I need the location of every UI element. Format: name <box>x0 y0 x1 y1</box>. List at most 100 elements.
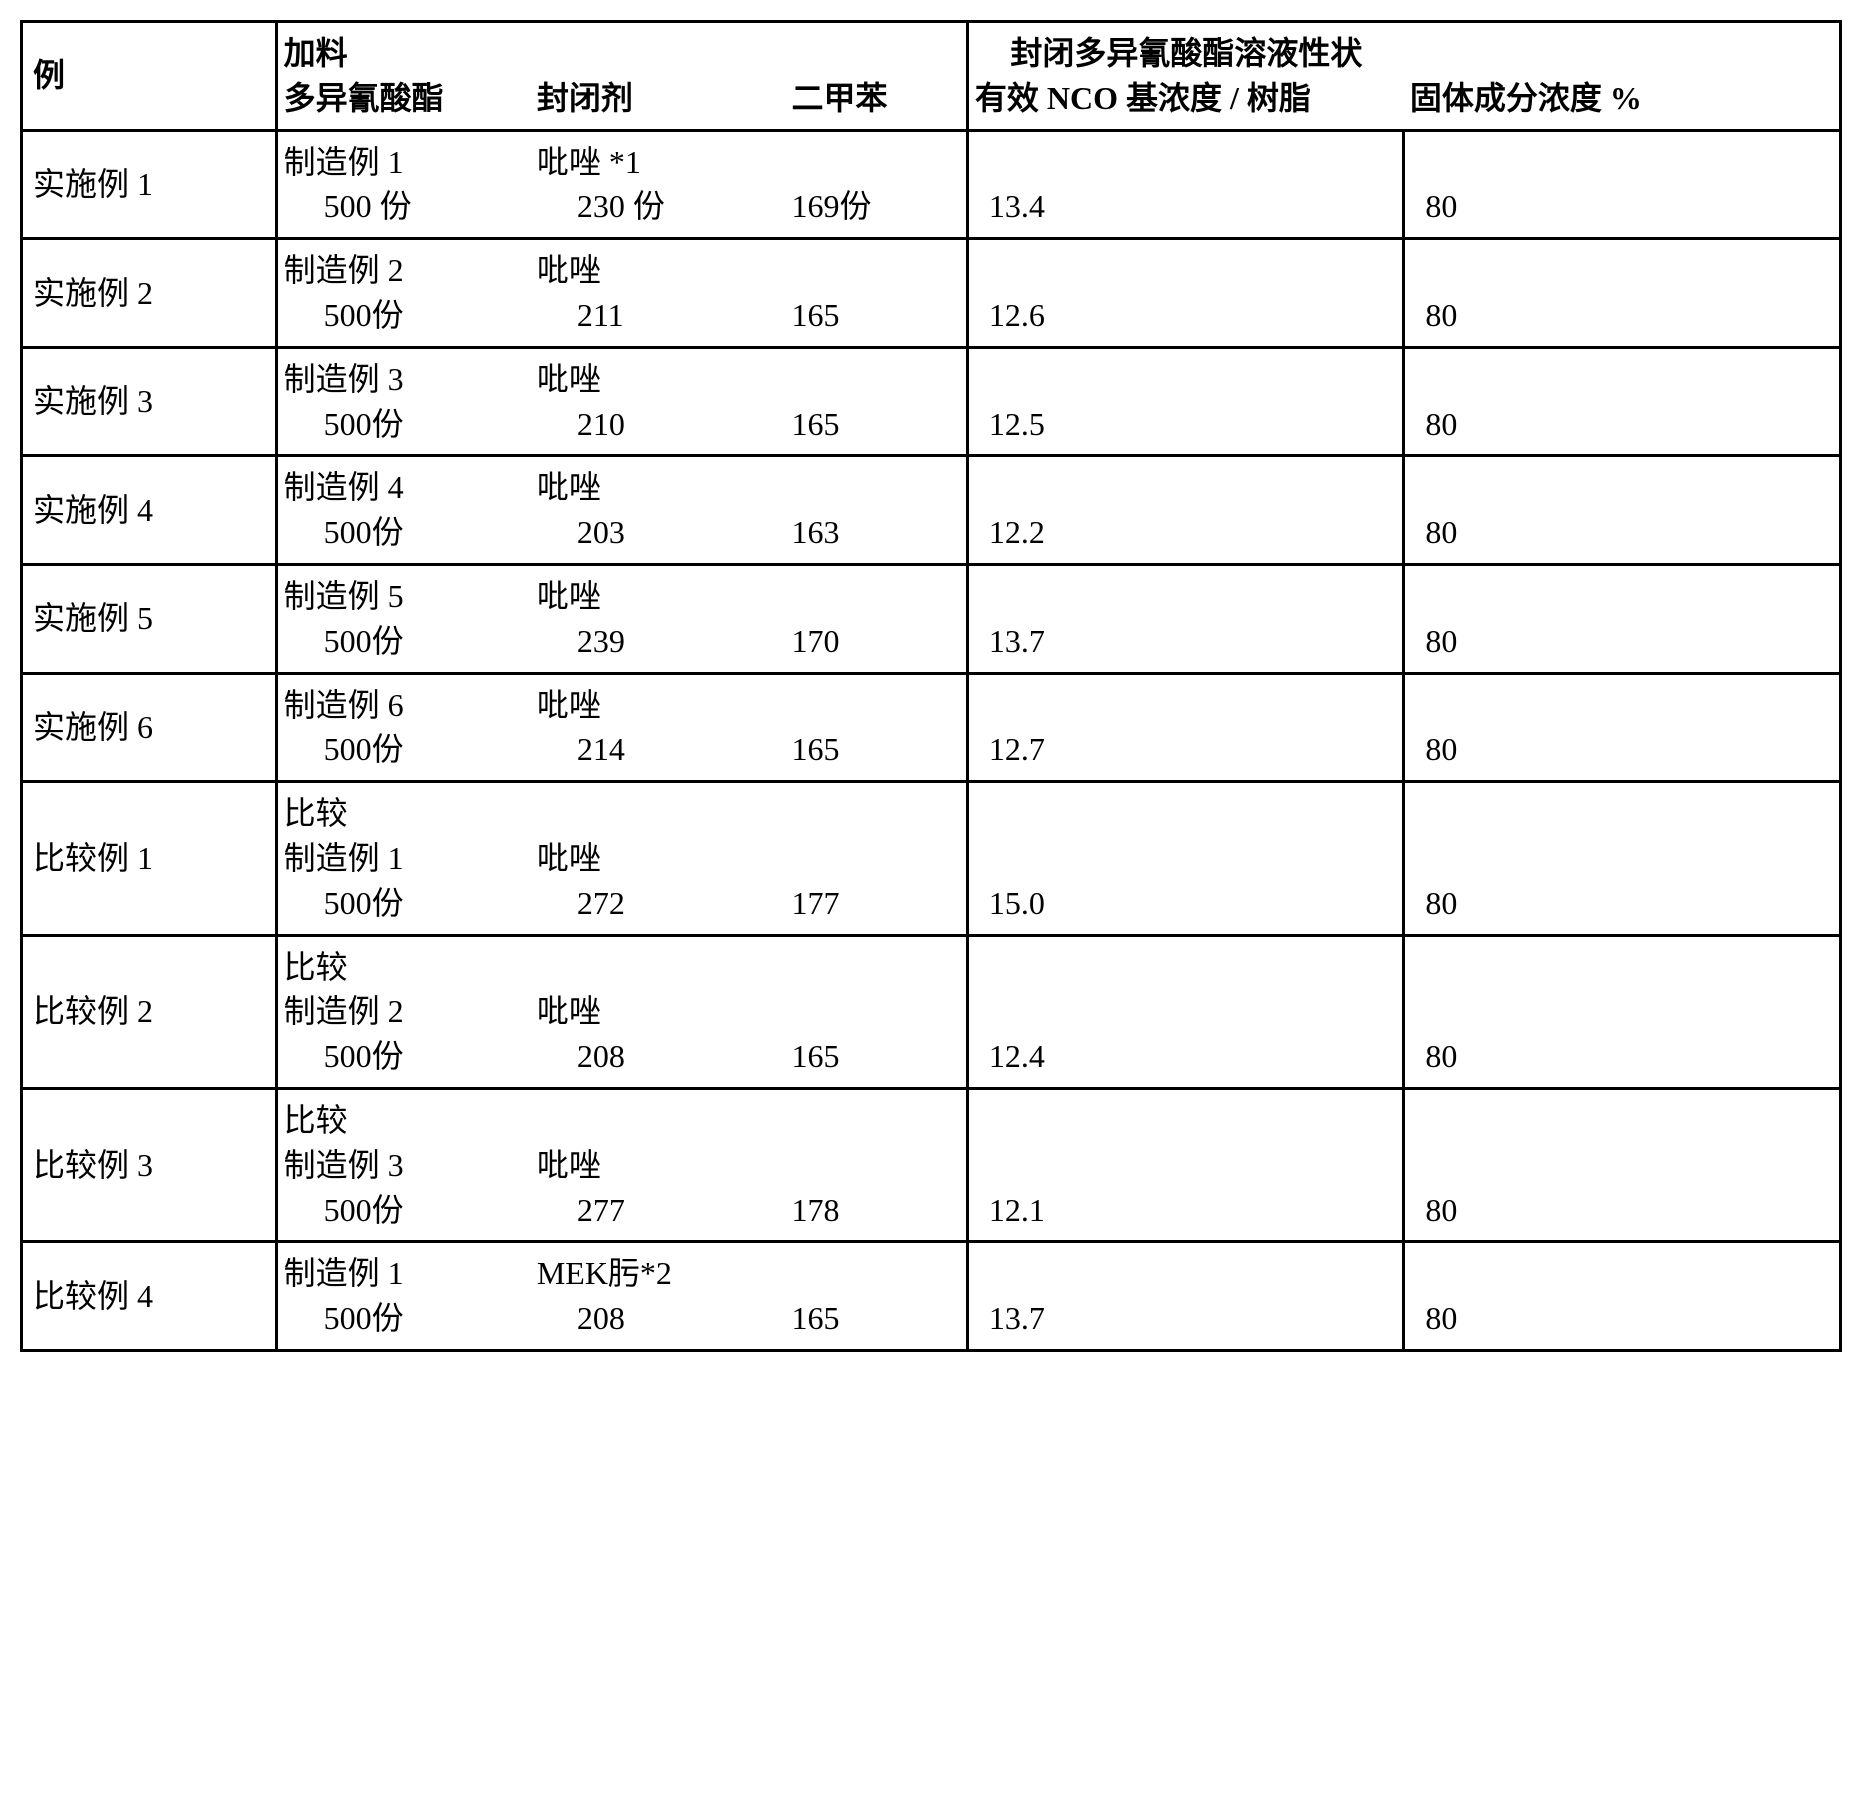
xylene-l1 <box>791 683 959 728</box>
cell-poly: 制造例 6500份 <box>276 673 531 782</box>
hdr-feed-poly: 加料 多异氰酸酯 <box>276 22 531 131</box>
xylene-l2: 165 <box>791 402 959 447</box>
cell-example: 比较例 3 <box>22 1088 277 1241</box>
hdr-example-label: 例 <box>33 57 65 93</box>
data-table: 例 加料 多异氰酸酯 封闭剂 二甲苯 封闭多异氰酸酯溶液性状 有效 NCO 基浓… <box>20 20 1842 1352</box>
cell-solid: 80 <box>1404 1242 1841 1351</box>
cell-example: 实施例 4 <box>22 456 277 565</box>
solid-value: 80 <box>1425 514 1457 550</box>
nco-value: 12.1 <box>989 1192 1045 1228</box>
cell-xylene: 178 <box>785 1088 967 1241</box>
xylene-l1 <box>791 465 959 510</box>
cell-solid: 80 <box>1404 673 1841 782</box>
cell-nco: 12.5 <box>967 347 1404 456</box>
xylene-l2: 165 <box>791 727 959 772</box>
cell-nco: 13.7 <box>967 1242 1404 1351</box>
cell-block: 吡唑211 <box>531 239 786 348</box>
poly-l1: 比较 <box>284 945 525 990</box>
table-row: 实施例 1制造例 1500 份吡唑 *1230 份 169份13.480 <box>22 130 1841 239</box>
cell-block: 吡唑214 <box>531 673 786 782</box>
cell-block: 吡唑239 <box>531 564 786 673</box>
example-label: 实施例 4 <box>33 492 153 528</box>
table-row: 实施例 3制造例 3500份吡唑210 16512.580 <box>22 347 1841 456</box>
table-row: 实施例 2 制造例 2500份吡唑211 165 12.6 80 <box>22 239 1841 348</box>
poly-l1: 制造例 2 <box>284 248 525 293</box>
poly-l2: 500份 <box>284 510 525 555</box>
hdr-example: 例 <box>22 22 277 131</box>
xylene-l2: 163 <box>791 510 959 555</box>
xylene-l1 <box>791 140 959 185</box>
xylene-l2: 165 <box>791 1034 959 1079</box>
table-row: 比较例 2比较制造例 2500份 吡唑208 16512.480 <box>22 935 1841 1088</box>
cell-poly: 制造例 2500份 <box>276 239 531 348</box>
block-l2: 208 <box>537 1034 780 1079</box>
hdr-props-group-label: 封闭多异氰酸酯溶液性状 <box>975 31 1398 76</box>
example-label: 实施例 2 <box>33 275 153 311</box>
poly-l2: 500份 <box>284 1188 525 1233</box>
xylene-l1 <box>791 836 959 881</box>
cell-example: 比较例 1 <box>22 782 277 935</box>
cell-block: 吡唑210 <box>531 347 786 456</box>
nco-value: 12.2 <box>989 514 1045 550</box>
poly-l2: 500 份 <box>284 184 525 229</box>
cell-block: 吡唑203 <box>531 456 786 565</box>
cell-example: 实施例 3 <box>22 347 277 456</box>
cell-block: 吡唑277 <box>531 1088 786 1241</box>
solid-value: 80 <box>1425 297 1457 333</box>
cell-solid: 80 <box>1404 935 1841 1088</box>
poly-l2: 500份 <box>284 1296 525 1341</box>
solid-value: 80 <box>1425 188 1457 224</box>
hdr-xylene: 二甲苯 <box>785 22 967 131</box>
cell-xylene: 165 <box>785 347 967 456</box>
cell-poly: 制造例 1500份 <box>276 1242 531 1351</box>
cell-xylene: 163 <box>785 456 967 565</box>
example-label: 比较例 2 <box>33 993 153 1029</box>
hdr-solid-label: 固体成分浓度 % <box>1410 76 1833 121</box>
cell-xylene: 165 <box>785 239 967 348</box>
nco-value: 12.6 <box>989 297 1045 333</box>
cell-example: 比较例 4 <box>22 1242 277 1351</box>
block-l1: 吡唑 <box>537 989 780 1034</box>
hdr-block: 封闭剂 <box>531 22 786 131</box>
table-row: 比较例 4制造例 1500份MEK肟*2208 16513.780 <box>22 1242 1841 1351</box>
hdr-feed-group-label: 加料 <box>284 31 525 76</box>
cell-nco: 12.2 <box>967 456 1404 565</box>
block-l2: 214 <box>537 727 780 772</box>
poly-l2: 500份 <box>284 1034 525 1079</box>
cell-block: 吡唑272 <box>531 782 786 935</box>
xylene-l2: 170 <box>791 619 959 664</box>
table-row: 比较例 3比较制造例 3500份 吡唑277 17812.180 <box>22 1088 1841 1241</box>
xylene-l1 <box>791 989 959 1034</box>
example-label: 实施例 3 <box>33 383 153 419</box>
poly-l1: 制造例 5 <box>284 574 525 619</box>
table-row: 实施例 4 制造例 4500份吡唑203 163 12.2 80 <box>22 456 1841 565</box>
cell-solid: 80 <box>1404 1088 1841 1241</box>
nco-value: 12.7 <box>989 731 1045 767</box>
cell-xylene: 165 <box>785 673 967 782</box>
block-l2: 272 <box>537 881 780 926</box>
cell-example: 比较例 2 <box>22 935 277 1088</box>
solid-value: 80 <box>1425 1038 1457 1074</box>
nco-value: 13.4 <box>989 188 1045 224</box>
example-label: 比较例 1 <box>33 840 153 876</box>
block-l2: 277 <box>537 1188 780 1233</box>
hdr-block-label: 封闭剂 <box>537 76 780 121</box>
cell-example: 实施例 1 <box>22 130 277 239</box>
cell-solid: 80 <box>1404 456 1841 565</box>
block-l1: 吡唑 <box>537 683 780 728</box>
poly-l2: 500份 <box>284 727 525 772</box>
cell-xylene: 170 <box>785 564 967 673</box>
poly-l1: 制造例 4 <box>284 465 525 510</box>
table-header-row: 例 加料 多异氰酸酯 封闭剂 二甲苯 封闭多异氰酸酯溶液性状 有效 NCO 基浓… <box>22 22 1841 131</box>
hdr-nco-label: 有效 NCO 基浓度 / 树脂 <box>975 76 1398 121</box>
cell-example: 实施例 5 <box>22 564 277 673</box>
cell-example: 实施例 6 <box>22 673 277 782</box>
cell-nco: 13.7 <box>967 564 1404 673</box>
example-label: 实施例 6 <box>33 709 153 745</box>
xylene-l2: 177 <box>791 881 959 926</box>
cell-solid: 80 <box>1404 130 1841 239</box>
xylene-l1 <box>791 248 959 293</box>
solid-value: 80 <box>1425 731 1457 767</box>
poly-l1: 制造例 1 <box>284 836 525 881</box>
block-l1: 吡唑 <box>537 248 780 293</box>
